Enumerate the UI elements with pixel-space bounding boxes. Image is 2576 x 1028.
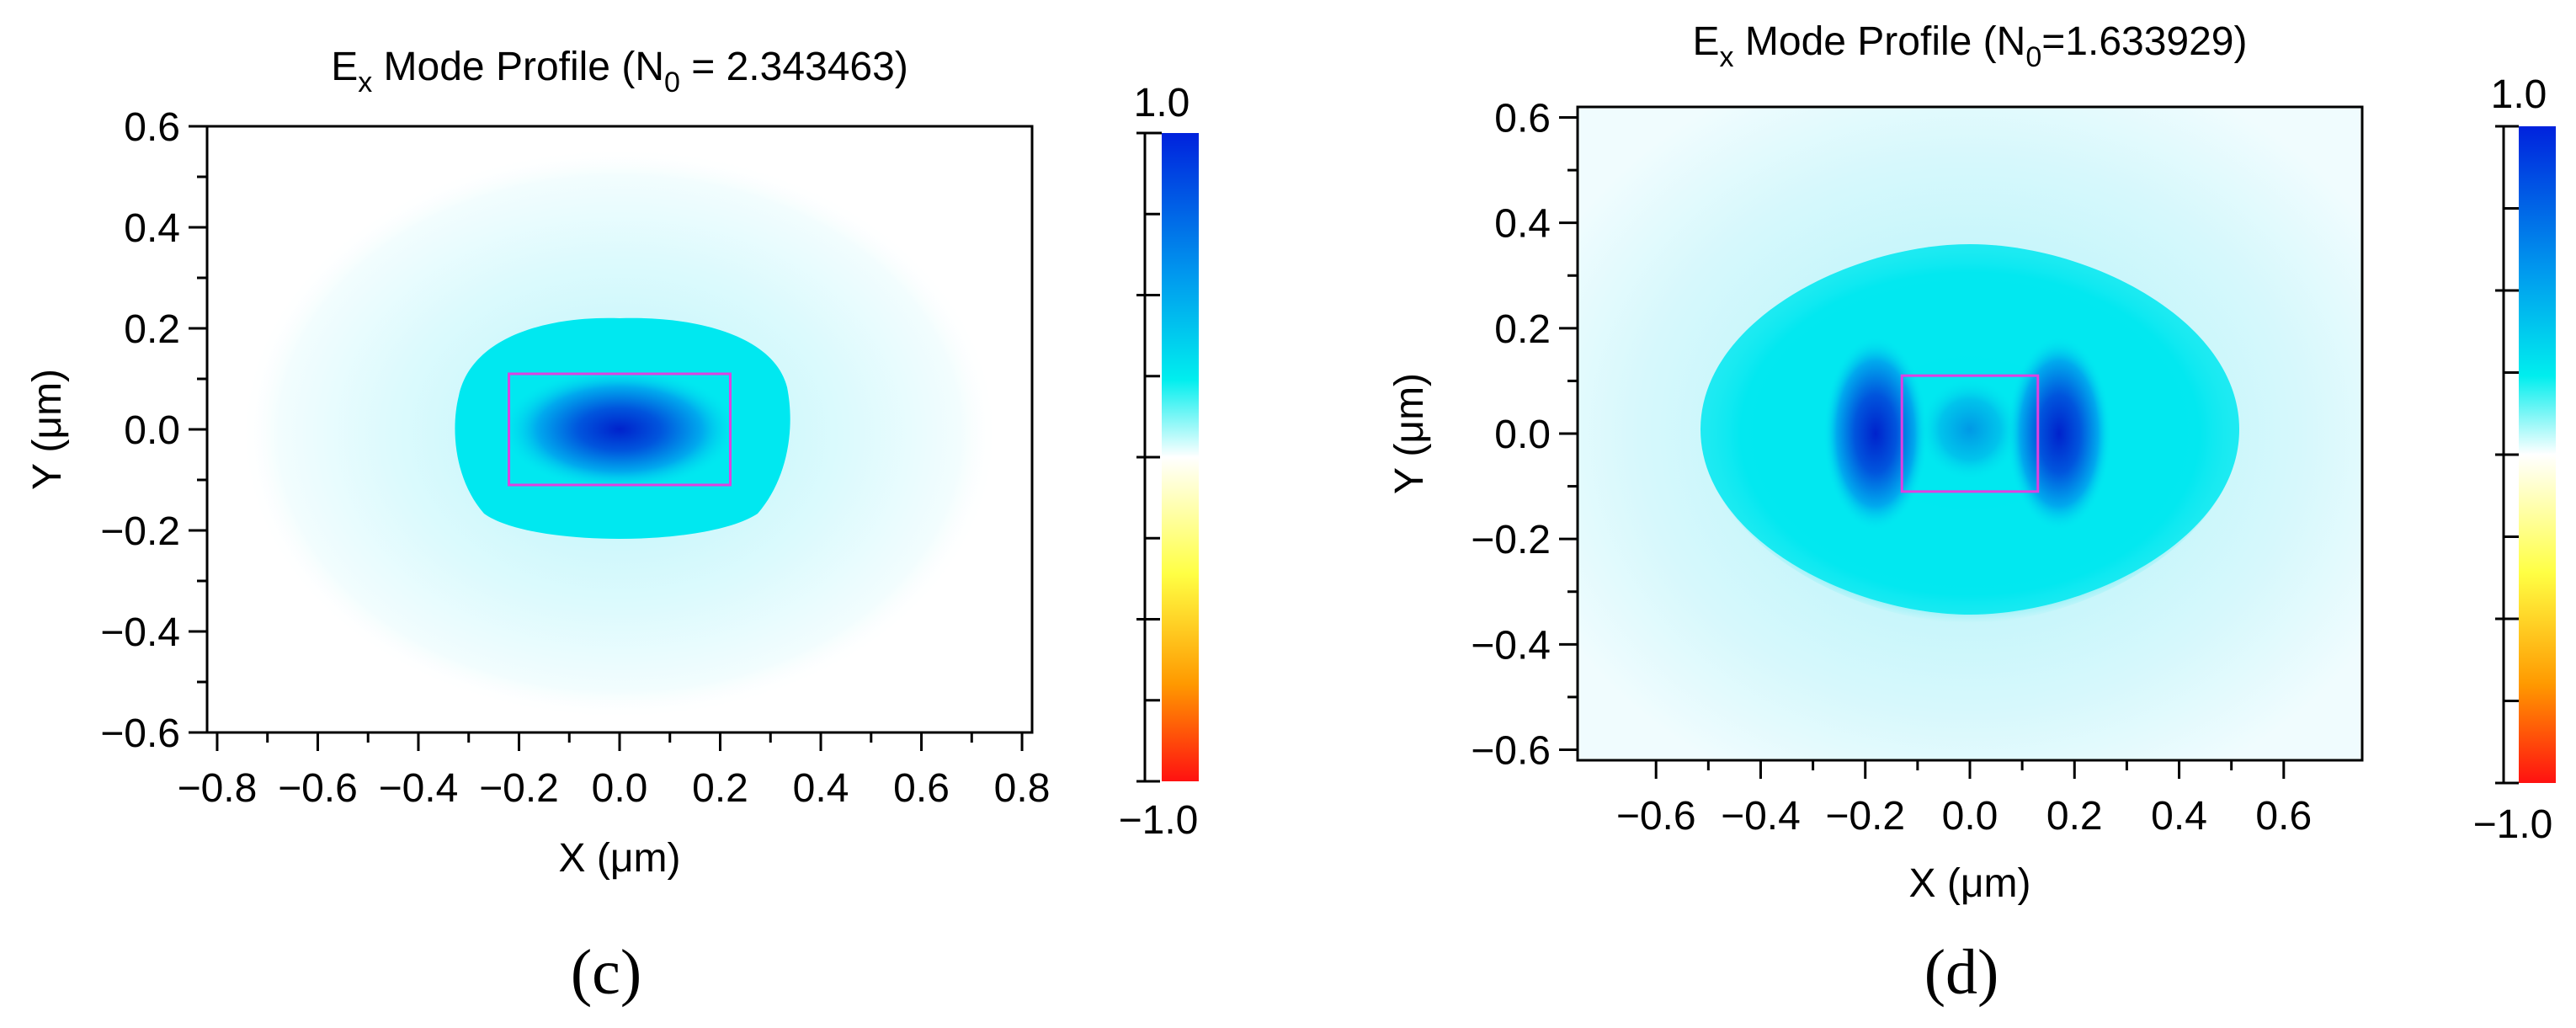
y-tick-label: −0.2 xyxy=(100,509,180,554)
field-map-c xyxy=(241,147,998,720)
x-axis: −0.8 −0.6 −0.4 −0.2 0.0 0.2 0.4 0.6 0.8 xyxy=(178,732,1051,811)
x-tick-label: −0.6 xyxy=(278,766,358,811)
x-tick-label: −0.8 xyxy=(178,766,258,811)
colorbar-d: 1.0 −1.0 xyxy=(2473,72,2556,847)
y-tick-label: −0.4 xyxy=(1471,623,1551,668)
colorbar-max-label: 1.0 xyxy=(1134,81,1190,125)
panel-d: −0.6 −0.4 −0.2 0.0 0.2 0.4 0.6 0.60.40.20.0−0.… xyxy=(1387,19,2556,1008)
field-map-d xyxy=(1578,107,2362,760)
x-tick-label: 0.8 xyxy=(994,766,1051,811)
title-rest: Mode Profile (N xyxy=(1734,19,2026,64)
title-sub: x xyxy=(358,67,372,99)
y-tick-label: 0.0 xyxy=(124,408,180,453)
colorbar-max-label: 1.0 xyxy=(2491,72,2547,117)
panel-label-d: (d) xyxy=(1924,937,1999,1008)
colorbar-c: 1.0 −1.0 xyxy=(1119,81,1199,843)
title-sub2: 0 xyxy=(664,67,680,99)
waveguide-core-outline xyxy=(508,372,732,487)
panel-label-c: (c) xyxy=(571,937,641,1008)
colorbar-min-label: −1.0 xyxy=(1119,798,1199,843)
x-tick-label: −0.4 xyxy=(1721,794,1801,839)
title-end: = 2.343463) xyxy=(680,45,908,89)
title-sub: x xyxy=(1720,41,1734,73)
title-rest: Mode Profile (N xyxy=(372,45,664,89)
y-axis-label: Y (μm) xyxy=(25,369,70,490)
x-axis-label: X (μm) xyxy=(559,836,681,881)
y-tick-label: 0.6 xyxy=(124,105,180,150)
y-tick-label: −0.4 xyxy=(100,610,180,655)
chart-title: Ex Mode Profile (N0=1.633929) xyxy=(1693,19,2248,73)
title-sub2: 0 xyxy=(2025,41,2041,73)
y-tick-label: −0.2 xyxy=(1471,518,1551,562)
x-tick-label: −0.4 xyxy=(379,766,459,811)
title-main: E xyxy=(1693,19,1720,64)
x-tick-label: 0.4 xyxy=(2151,794,2207,839)
x-axis: −0.6 −0.4 −0.2 0.0 0.2 0.4 0.6 xyxy=(1616,760,2312,839)
y-tick-label: 0.2 xyxy=(124,307,180,352)
x-tick-label: −0.2 xyxy=(479,766,559,811)
x-tick-label: 0.0 xyxy=(592,766,648,811)
waveguide-core-outline xyxy=(1900,374,2040,493)
x-tick-label: 0.2 xyxy=(2046,794,2103,839)
y-tick-label: 0.6 xyxy=(1494,97,1551,141)
y-tick-label: 0.0 xyxy=(1494,413,1551,457)
y-tick-label: −0.6 xyxy=(1471,728,1551,773)
x-tick-label: 0.6 xyxy=(2255,794,2312,839)
title-end: =1.633929) xyxy=(2041,19,2247,64)
x-tick-label: 0.4 xyxy=(793,766,849,811)
y-tick-label: 0.4 xyxy=(124,206,180,251)
y-tick-label: 0.2 xyxy=(1494,307,1551,352)
colorbar-min-label: −1.0 xyxy=(2473,802,2553,847)
x-tick-label: 0.2 xyxy=(692,766,748,811)
y-axis: 0.6 0.4 0.2 0.0 −0.2 −0.4 −0.6 xyxy=(1471,97,1578,773)
x-axis-label: X (μm) xyxy=(1909,861,2031,906)
title-main: E xyxy=(331,45,358,89)
y-tick-label: −0.6 xyxy=(100,711,180,756)
x-tick-label: 0.6 xyxy=(893,766,950,811)
x-tick-label: −0.2 xyxy=(1825,794,1905,839)
x-tick-label: −0.6 xyxy=(1616,794,1696,839)
chart-title: Ex Mode Profile (N0 = 2.343463) xyxy=(331,45,908,99)
x-tick-label: 0.0 xyxy=(1942,794,1999,839)
y-axis: 0.6 0.4 0.2 0.0 −0.2 −0.4 −0.6 xyxy=(100,105,207,756)
y-axis-label: Y (μm) xyxy=(1387,373,1432,494)
panel-c: −0.8 −0.6 −0.4 −0.2 0.0 0.2 0.4 0.6 0.8 0.60.40.… xyxy=(25,45,1199,1008)
y-tick-label: 0.4 xyxy=(1494,202,1551,247)
